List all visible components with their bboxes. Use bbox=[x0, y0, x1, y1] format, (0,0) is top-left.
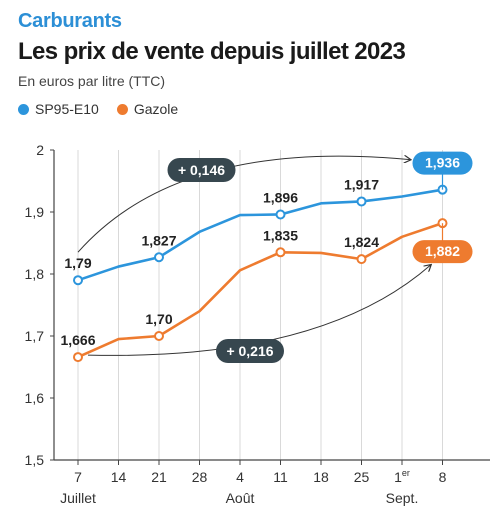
y-tick-label-5: 2 bbox=[36, 142, 44, 158]
legend-swatch-sp95 bbox=[18, 103, 29, 115]
legend-label-sp95: SP95-E10 bbox=[35, 101, 99, 117]
legend-item-gazole: Gazole bbox=[116, 101, 179, 117]
x-tick-label-3: 28 bbox=[192, 469, 208, 485]
annotation-label-gazole: + 0,216 bbox=[226, 343, 273, 359]
y-tick-label-1: 1,6 bbox=[25, 390, 45, 406]
data-point-gazole-2 bbox=[154, 331, 164, 341]
end-pill-gazole bbox=[412, 240, 473, 264]
y-tick-label-2: 1,7 bbox=[25, 328, 45, 344]
data-point-gazole-7 bbox=[356, 254, 367, 265]
data-label-gazole-5: 1,835 bbox=[263, 227, 298, 243]
x-tick-label-0: 7 bbox=[74, 469, 82, 485]
data-point-sp95-7 bbox=[356, 196, 367, 207]
x-tick-label-8: 1er bbox=[394, 468, 410, 485]
data-label-gazole-2: 1,70 bbox=[145, 311, 172, 327]
data-point-gazole-0 bbox=[73, 352, 83, 363]
month-label-0: Juillet bbox=[60, 490, 96, 506]
legend-swatch-gazole bbox=[116, 103, 128, 115]
chart-subtitle: En euros par litre (TTC) bbox=[18, 73, 166, 89]
annotation-pill-sp95 bbox=[167, 158, 236, 182]
annotation-label-sp95: + 0,146 bbox=[178, 162, 225, 178]
y-tick-label-4: 1,9 bbox=[25, 204, 45, 220]
series-line-sp95 bbox=[77, 188, 443, 282]
month-label-1: Août bbox=[226, 490, 255, 506]
data-label-sp95-2: 1,827 bbox=[141, 232, 176, 248]
chart-title: Les prix de vente depuis juillet 2023 bbox=[18, 38, 406, 65]
data-point-sp95-5 bbox=[275, 209, 286, 220]
y-tick-label-0: 1,5 bbox=[25, 452, 45, 468]
legend: SP95-E10 Gazole bbox=[18, 101, 196, 117]
kicker: Carburants bbox=[18, 10, 122, 32]
data-label-gazole-9: 1,882 bbox=[425, 243, 460, 259]
data-label-sp95-7: 1,917 bbox=[344, 176, 379, 192]
x-tick-label-9: 8 bbox=[439, 469, 447, 485]
data-point-sp95-0 bbox=[73, 275, 83, 286]
x-tick-label-4: 4 bbox=[236, 469, 244, 485]
x-tick-label-2: 21 bbox=[151, 469, 167, 485]
data-label-gazole-7: 1,824 bbox=[344, 234, 379, 250]
series-line-gazole bbox=[77, 221, 443, 359]
x-tick-label-6: 18 bbox=[313, 469, 329, 485]
end-pill-sp95 bbox=[412, 151, 473, 175]
y-tick-label-3: 1,8 bbox=[25, 266, 45, 282]
x-tick-label-5: 11 bbox=[273, 469, 288, 485]
annotation-pill-gazole bbox=[216, 339, 284, 363]
month-label-2: Sept. bbox=[386, 490, 419, 506]
legend-label-gazole: Gazole bbox=[133, 101, 179, 117]
data-point-gazole-5 bbox=[275, 247, 286, 258]
data-label-sp95-0: 1,79 bbox=[64, 255, 91, 271]
data-point-sp95-2 bbox=[154, 252, 164, 263]
x-tick-label-7: 25 bbox=[354, 469, 370, 485]
data-label-sp95-9: 1,936 bbox=[425, 155, 460, 171]
data-label-gazole-0: 1,666 bbox=[60, 332, 95, 348]
legend-item-sp95: SP95-E10 bbox=[18, 101, 99, 117]
x-tick-label-1: 14 bbox=[111, 469, 127, 485]
annotation-arc-gazole bbox=[87, 265, 431, 356]
data-label-sp95-5: 1,896 bbox=[263, 189, 298, 205]
